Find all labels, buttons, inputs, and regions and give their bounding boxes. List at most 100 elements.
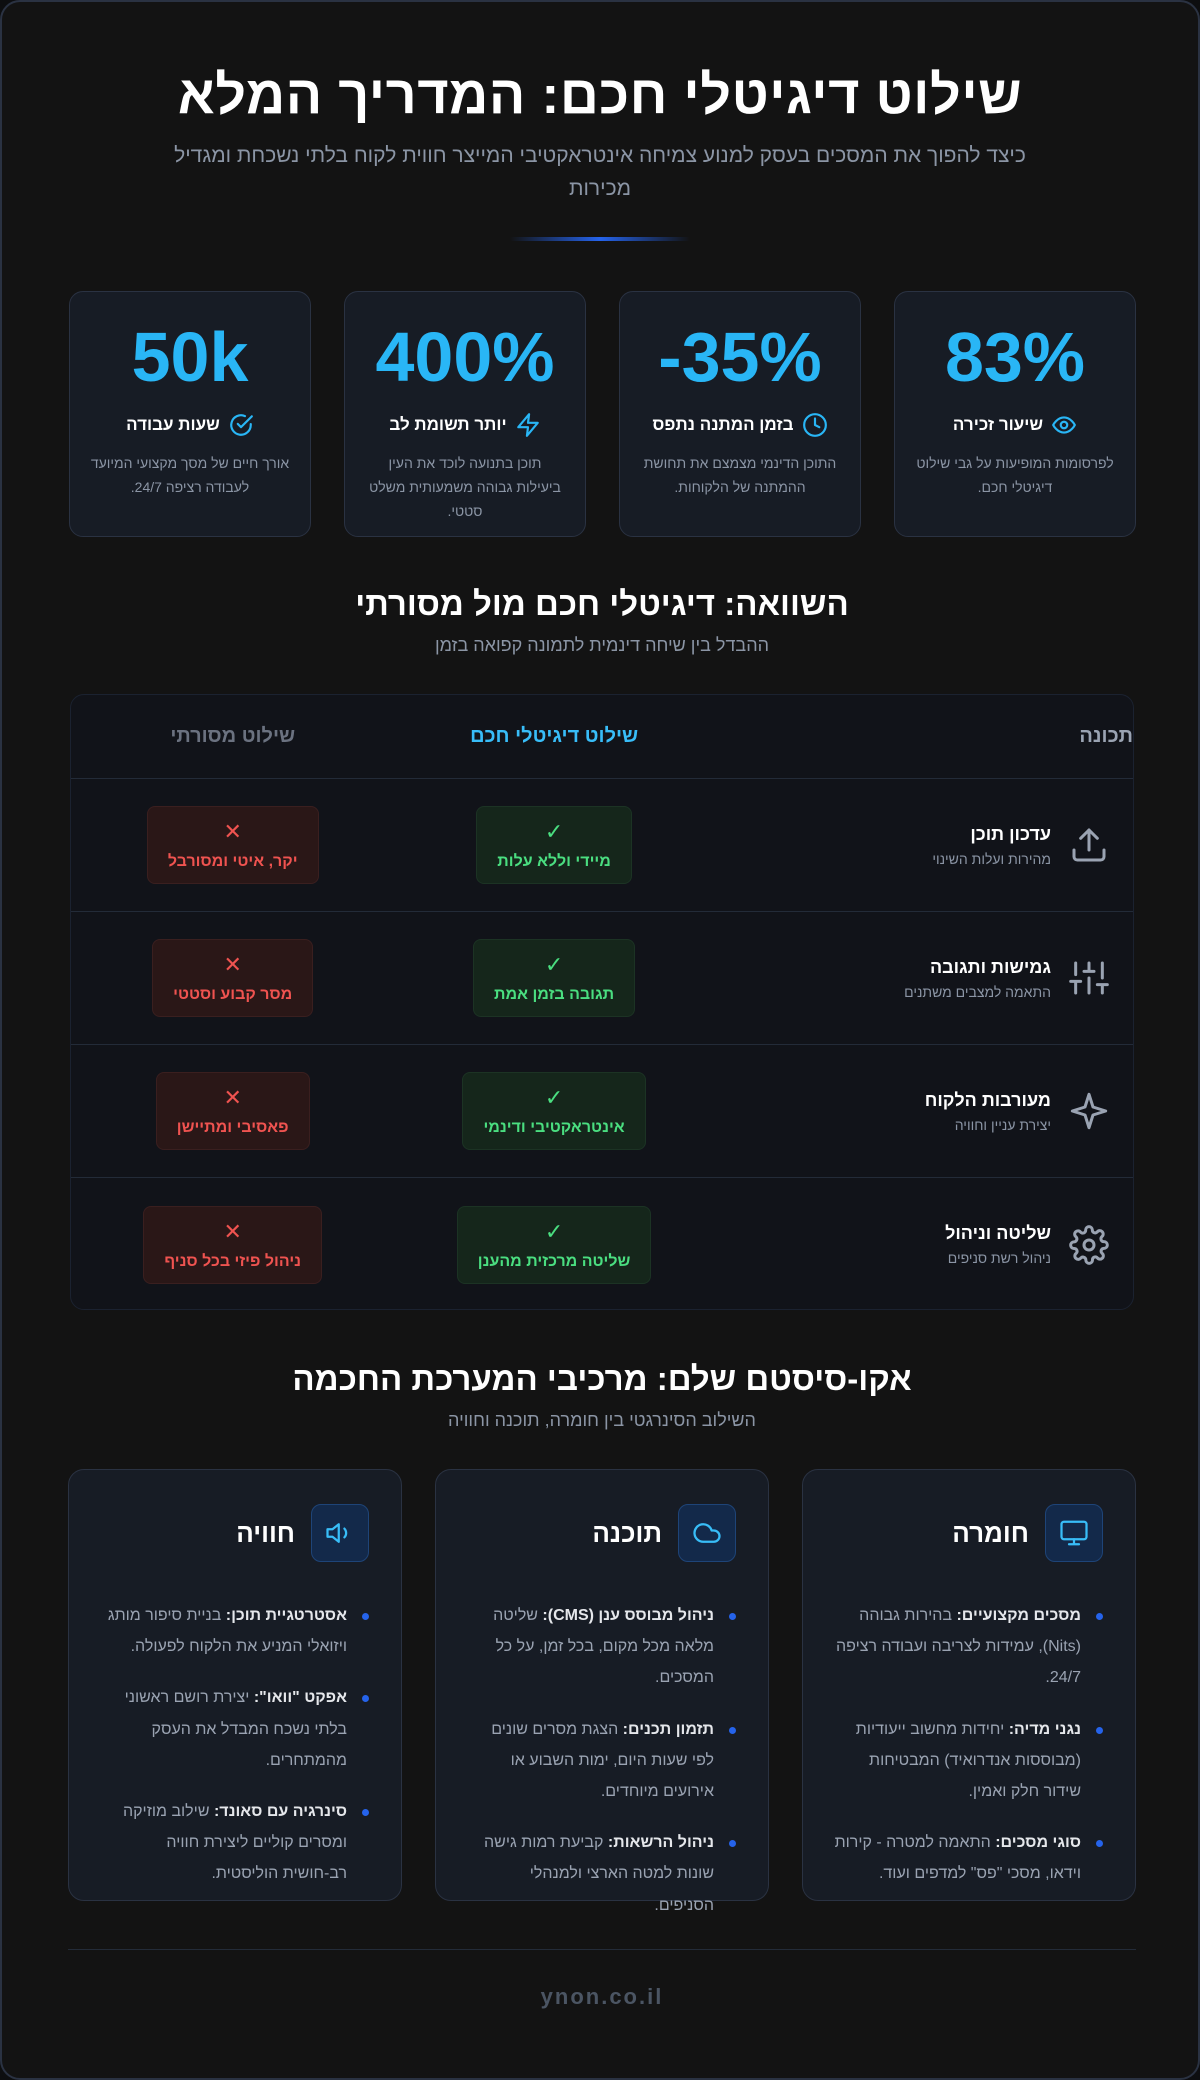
feature-cell: מעורבות הלקוח יצירת עניין וחוויה [714,1090,1133,1133]
stat-label: שעות עבודה [126,415,220,434]
smart-value: שליטה מרכזית מהענן [477,1252,631,1270]
card-title: חומרה [952,1517,1029,1548]
bolt-icon [516,413,539,437]
cloud-icon [693,1523,721,1543]
comparison-heading: השוואה: דיגיטלי חכם מול מסורתי ההבדל בין… [2,585,1198,656]
monitor-icon [1060,1520,1088,1546]
stat-value: 400% [375,318,555,396]
stat-desc: אורך חיים של מסך מקצועי המיועד לעבודה רצ… [90,455,290,495]
list-item: נגני מדיה: יחידות מחשוב ייעודיות (מבוססו… [833,1714,1103,1808]
card-title: תוכנה [592,1517,662,1548]
comparison-subtitle: ההבדל בין שיחה דינמית לתמונה קפואה בזמן [434,635,770,655]
stat-label-row: שיעור זכירה [895,412,1135,438]
x-icon: ✕ [223,819,242,844]
check-icon: ✓ [544,819,564,844]
upload-icon [1072,828,1106,862]
comparison-table: תכונה שילוט דיגיטלי חכם שילוט מסורתי עדכ… [70,694,1134,1310]
x-icon: ✕ [223,1085,242,1110]
stat-desc: התוכן הדינמי מצמצם את תחושת ההמתנה של הל… [643,455,837,495]
speaker-icon [326,1523,348,1543]
check-icon: ✓ [544,1218,564,1244]
table-header: תכונה שילוט דיגיטלי חכם שילוט מסורתי [71,695,1133,779]
table-row: גמישות ותגובה התאמה למצבים משתנים ✓ תגובה … [71,912,1133,1045]
ecosystem-subtitle: השילוב הסינרגטי בין חומרה, תוכנה וחוויה [448,1410,756,1430]
stat-card-attention: 400% יותר תשומת לב תוכן בתנועה לוכד את ה… [344,291,586,537]
smart-value: מיידי וללא עלות [497,853,611,870]
stat-desc: תוכן בתנועה לוכד את העין ביעילות גבוהה מ… [369,455,561,519]
page-title: שילוט דיגיטלי חכם: המדריך המלא [177,65,1023,125]
feature-name: מעורבות הלקוח [924,1089,1051,1110]
feature-name: עדכון תוכן [970,823,1051,844]
header-smart: שילוט דיגיטלי חכם [470,725,639,747]
traditional-value: פאסיבי ומתיישן [176,1119,289,1136]
check-circle-icon [230,414,253,436]
sliders-icon [1069,961,1109,995]
card-list: אסטרטגיית תוכן: בניית סיפור מותג ויזואלי… [99,1600,369,1890]
footer-site[interactable]: ynon.co.il [540,1984,664,2009]
stat-desc: לפרסומות המופיעות על גבי שילוט דיגיטלי ח… [916,455,1114,495]
card-title: חוויה [236,1517,295,1548]
smart-badge: ✓ תגובה בזמן אמת [473,939,636,1017]
stat-label-row: בזמן המתנה נתפס [620,412,860,438]
list-item: ניהול הרשאות: קביעת רמות גישה שונות למטה… [466,1827,736,1921]
feature-desc: מהירות ועלות השינוי [932,850,1051,867]
smart-badge: ✓ אינטראקטיבי ודינמי [462,1072,646,1150]
header-feature: תכונה [1079,725,1133,747]
traditional-badge: ✕ פאסיבי ומתיישן [155,1072,310,1150]
hero: שילוט דיגיטלי חכם: המדריך המלא כיצד להפו… [2,2,1198,242]
check-icon: ✓ [544,1085,564,1110]
footer-divider [68,1949,1136,1950]
traditional-value: מסר קבוע וסטטי [173,986,293,1003]
list-item: אסטרטגיית תוכן: בניית סיפור מותג ויזואלי… [99,1600,369,1662]
card-list: ניהול מבוסס ענן (CMS): שליטה מלאה מכל מק… [466,1600,736,1921]
feature-desc: התאמה למצבים משתנים [904,983,1051,1000]
stats-row: 83% שיעור זכירה לפרסומות המופיעות על גבי… [68,291,1136,537]
traditional-badge: ✕ יקר, איטי ומסורבל [146,806,319,884]
ecosystem-title: אקו-סיסטם שלם: מרכיבי המערכת החכמה [292,1360,912,1397]
feature-name: שליטה וניהול [945,1223,1051,1243]
stat-card-wait: 35%- בזמן המתנה נתפס התוכן הדינמי מצמצם … [619,291,861,537]
stat-value: 35%- [658,318,822,396]
stat-label: בזמן המתנה נתפס [652,415,794,434]
ecosystem-heading: אקו-סיסטם שלם: מרכיבי המערכת החכמה השילו… [2,1360,1198,1431]
feature-cell: גמישות ותגובה התאמה למצבים משתנים [714,957,1133,1000]
check-icon: ✓ [544,952,564,977]
stat-label: יותר תשומת לב [389,415,507,434]
card-experience: חוויה אסטרטגיית תוכן: בניית סיפור מותג ו… [68,1469,402,1901]
header-traditional-cell: שילוט מסורתי [71,725,394,748]
stat-value: 83% [944,318,1086,396]
stat-label-row: יותר תשומת לב [345,412,585,438]
list-item: סוגי מסכים: התאמה למטרה - קירות וידאו, מ… [833,1827,1103,1889]
list-item: תזמון תכנים: הצגת מסרים שונים לפי שעות ה… [466,1714,736,1808]
eye-icon [1052,416,1076,434]
x-icon: ✕ [223,1218,242,1244]
list-item: סינרגיה עם סאונד: שילוב מוזיקה ומסרים קו… [99,1796,369,1890]
stat-card-hours: 50k שעות עבודה אורך חיים של מסך מקצועי ה… [69,291,311,537]
clock-icon [802,413,827,437]
header-traditional: שילוט מסורתי [170,725,296,747]
feature-cell: עדכון תוכן מהירות ועלות השינוי [714,824,1133,867]
stat-card-recall: 83% שיעור זכירה לפרסומות המופיעות על גבי… [894,291,1136,537]
header-feature-cell: תכונה [714,725,1133,748]
table-row: מעורבות הלקוח יצירת עניין וחוויה ✓ אינטראק… [71,1045,1133,1178]
ecosystem-cards: חומרה מסכים מקצועיים: בהירות גבוהה (Nits… [68,1469,1136,1914]
comparison-title: השוואה: דיגיטלי חכם מול מסורתי [355,585,849,622]
smart-value: תגובה בזמן אמת [494,986,615,1003]
list-item: ניהול מבוסס ענן (CMS): שליטה מלאה מכל מק… [466,1600,736,1694]
smart-value: אינטראקטיבי ודינמי [483,1119,625,1136]
traditional-badge: ✕ ניהול פיזי בכל סניף [143,1205,323,1284]
traditional-value: ניהול פיזי בכל סניף [164,1252,302,1270]
title-divider [510,237,690,242]
feature-desc: יצירת עניין וחוויה [954,1116,1051,1133]
stat-label: שיעור זכירה [952,415,1044,434]
card-list: מסכים מקצועיים: בהירות גבוהה (Nits), עמי… [833,1600,1103,1890]
smart-badge: ✓ שליטה מרכזית מהענן [456,1205,652,1284]
list-item: אפקט "וואו": יצירת רושם ראשוני בלתי נשכח… [99,1682,369,1776]
feature-name: גמישות ותגובה [929,956,1051,977]
stat-value: 50k [131,318,249,396]
traditional-value: יקר, איטי ומסורבל [167,853,298,870]
card-hardware: חומרה מסכים מקצועיים: בהירות גבוהה (Nits… [802,1469,1136,1901]
sparkle-icon [1070,1092,1108,1130]
traditional-badge: ✕ מסר קבוע וסטטי [152,939,314,1017]
